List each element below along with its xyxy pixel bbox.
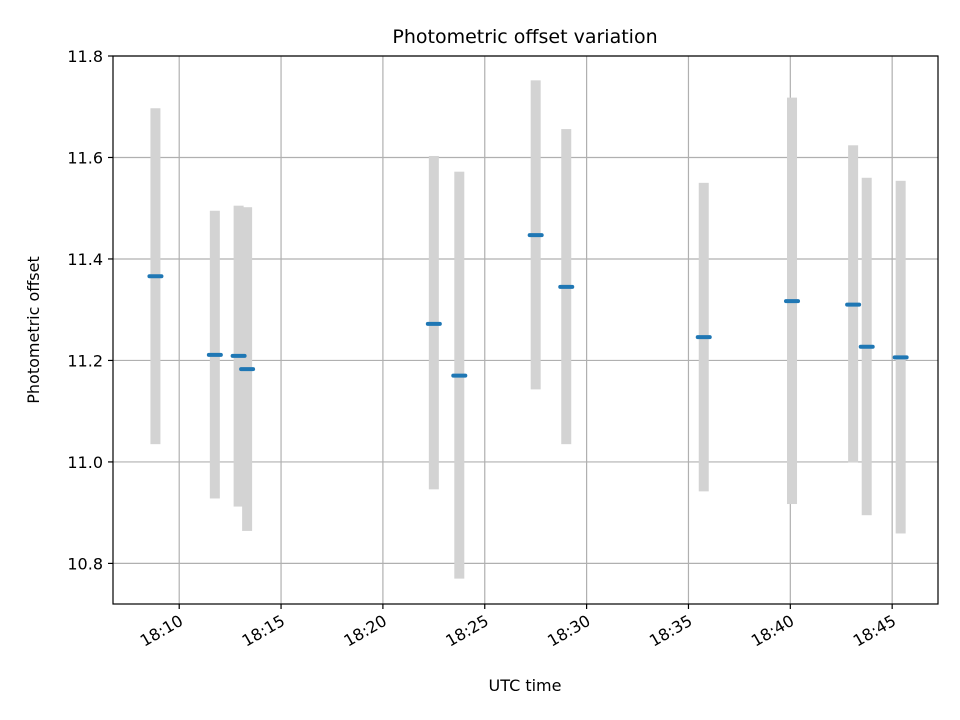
y-tick-label: 11.2 — [67, 351, 103, 370]
y-tick-label: 10.8 — [67, 554, 103, 573]
plot-frame — [112, 55, 939, 605]
y-tick-label: 11.0 — [67, 453, 103, 472]
y-axis: 10.8 11.0 11.2 11.4 11.6 11.8 — [67, 47, 113, 573]
y-tick-label: 11.4 — [67, 250, 103, 269]
y-axis-label: Photometric offset — [24, 256, 43, 404]
y-tick-label: 11.6 — [67, 148, 103, 167]
x-axis-label: UTC time — [489, 676, 562, 695]
data-points — [147, 233, 909, 378]
chart-title: Photometric offset variation — [392, 26, 657, 48]
y-tick-label: 11.8 — [67, 47, 103, 66]
